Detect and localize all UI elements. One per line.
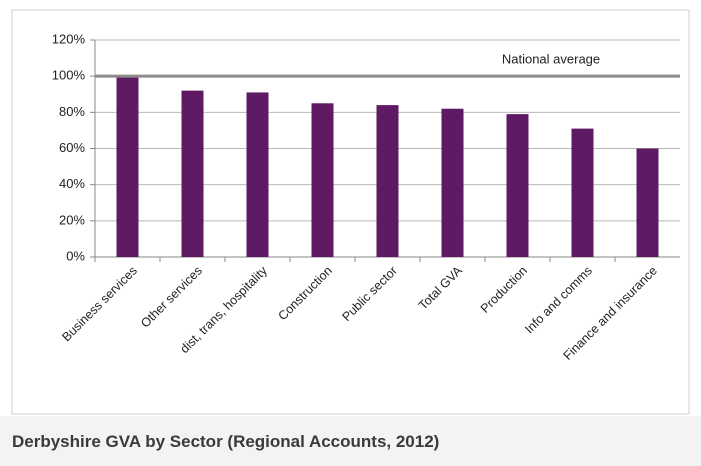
y-tick-label: 120% <box>52 31 86 46</box>
bar <box>441 108 464 257</box>
y-tick-label: 20% <box>59 212 85 227</box>
y-tick-label: 80% <box>59 104 85 119</box>
bar <box>181 90 204 257</box>
bar <box>116 76 139 258</box>
chart: 0%20%40%60%80%100%120%Business servicesO… <box>11 9 690 415</box>
y-tick-label: 0% <box>66 248 85 263</box>
bar <box>376 105 399 257</box>
y-tick-label: 40% <box>59 176 85 191</box>
bar <box>506 114 529 258</box>
bar <box>636 148 659 257</box>
bar <box>311 103 334 258</box>
reference-label: National average <box>502 52 600 67</box>
y-tick-label: 100% <box>52 68 86 83</box>
bar <box>571 128 594 257</box>
caption: Derbyshire GVA by Sector (Regional Accou… <box>0 416 701 466</box>
bar <box>246 92 269 257</box>
y-tick-label: 60% <box>59 140 85 155</box>
